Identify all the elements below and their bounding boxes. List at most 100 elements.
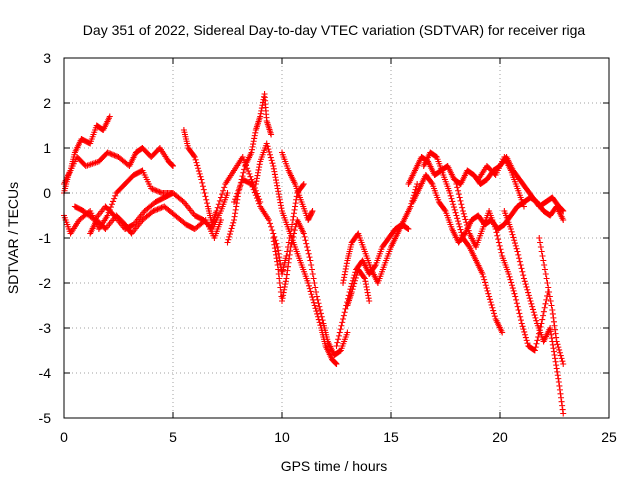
data-point [148,185,155,192]
data-point [404,225,411,232]
data-point [300,230,307,237]
data-point [306,254,313,261]
data-point [221,184,228,191]
data-point [530,309,537,316]
data-point [532,344,539,351]
data-point [227,228,234,235]
data-point [547,298,554,304]
data-point [312,305,319,312]
data-point [224,239,231,246]
data-point [559,358,566,365]
data-point [338,322,345,329]
data-point [336,329,343,336]
data-point [150,186,157,193]
data-point [486,296,493,303]
data-point [450,204,457,211]
data-point [458,201,465,208]
data-point [159,204,166,211]
y-tick-label: 0 [43,185,51,201]
data-point [340,312,347,319]
data-point [536,235,543,241]
data-point [513,300,520,307]
data-point [526,295,533,302]
data-point [516,255,523,262]
data-point [112,152,119,159]
data-point [515,307,522,313]
data-point [507,276,514,283]
data-point [269,227,276,234]
data-point [157,205,164,212]
data-point [265,146,272,153]
data-point [107,150,114,157]
data-point [233,193,240,200]
data-point [519,323,526,330]
data-point [314,296,321,303]
data-point [520,275,527,282]
data-point [556,349,563,356]
data-point [533,340,540,347]
data-point [489,304,496,311]
data-point [546,293,553,300]
data-point [317,307,324,313]
data-point [488,301,495,308]
data-point [361,274,368,281]
x-axis-label: GPS time / hours [281,458,388,474]
data-point [542,300,549,307]
series-track-b [61,145,176,196]
y-tick-label: -5 [39,410,52,426]
data-point [487,299,494,306]
data-point [268,131,275,138]
data-point [509,285,516,292]
data-point [494,232,501,239]
series-track-s [501,208,567,417]
data-point [340,316,347,322]
data-point [544,280,551,286]
data-point [463,219,470,226]
data-point [405,226,412,232]
data-point [284,248,291,255]
data-point [453,212,460,219]
data-point [111,152,118,159]
data-point [533,317,540,324]
data-point [108,201,115,208]
data-point [240,169,247,176]
data-point [510,287,517,294]
data-point [217,217,224,223]
data-point [156,188,163,195]
data-point [455,191,462,198]
data-point [540,312,547,319]
data-point [524,340,531,347]
data-point [266,148,273,155]
x-tick-label: 25 [601,429,617,445]
axes: 0 5 10 15 20 25 -5 -4 -3 -2 -1 0 1 2 3 [39,50,617,445]
data-point [448,195,455,202]
data-point [305,282,312,289]
data-point [458,229,465,236]
data-point [353,272,360,279]
data-point [153,187,160,194]
data-point [511,290,518,297]
data-point [335,336,342,343]
data-point [516,258,523,265]
data-point [307,288,314,295]
data-point [548,302,555,309]
data-point [521,328,528,335]
data-point [313,289,320,295]
data-point [289,237,296,244]
grid [64,58,609,418]
data-point [267,154,274,161]
data-point [540,308,547,315]
data-point [520,272,527,279]
data-point [191,154,198,160]
data-point [304,244,311,250]
data-point [151,207,158,214]
data-point [524,286,531,293]
data-point [352,274,359,281]
data-point [226,233,233,240]
series-track-t [536,235,567,367]
data-point [522,331,529,338]
series-track-u [475,154,527,210]
data-point [246,170,253,177]
data-point [155,188,162,195]
data-point [269,160,276,167]
